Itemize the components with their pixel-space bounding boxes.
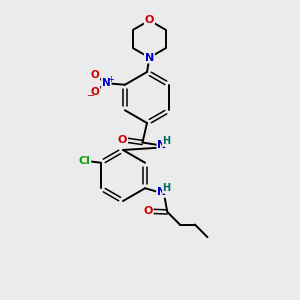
Text: N: N xyxy=(145,52,154,63)
Text: H: H xyxy=(162,136,171,146)
Text: N: N xyxy=(102,78,111,88)
Text: N: N xyxy=(157,187,166,197)
Text: O: O xyxy=(145,15,154,26)
Text: O: O xyxy=(118,135,127,145)
Text: +: + xyxy=(107,75,114,84)
Text: Cl: Cl xyxy=(79,156,90,166)
Text: H: H xyxy=(163,183,171,193)
Text: −: − xyxy=(87,91,95,100)
Text: O: O xyxy=(91,87,99,97)
Text: O: O xyxy=(91,70,99,80)
Text: N: N xyxy=(158,140,166,150)
Text: O: O xyxy=(143,206,153,216)
